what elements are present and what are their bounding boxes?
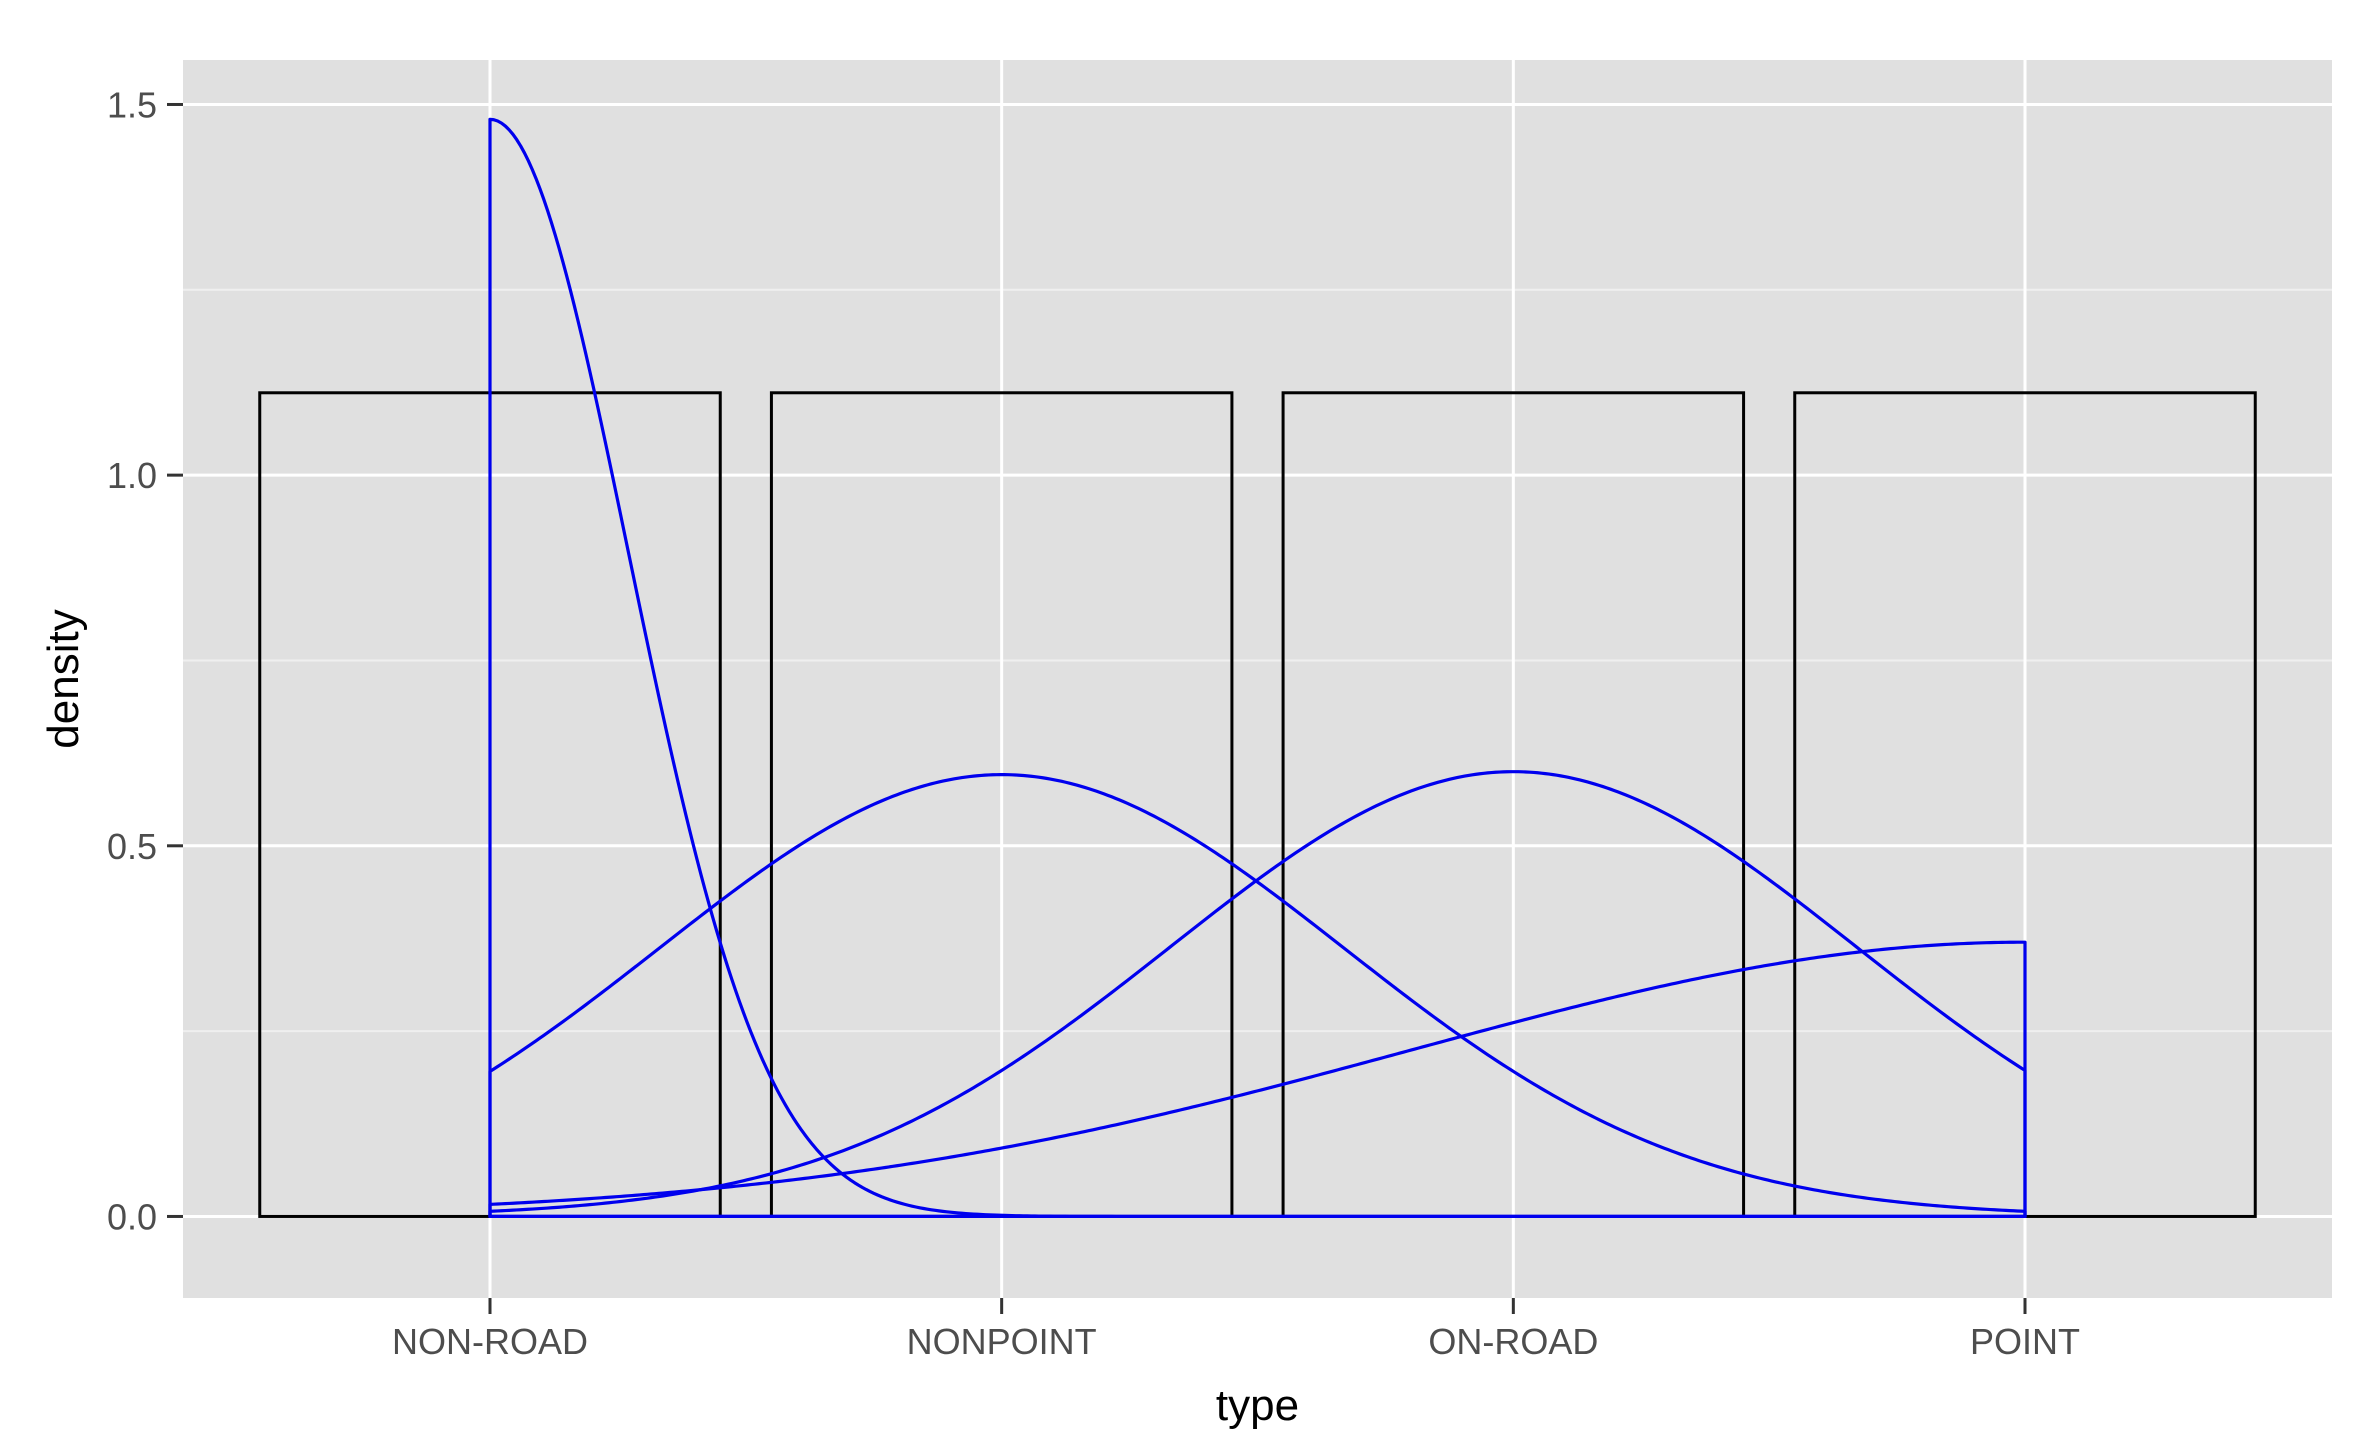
density-curve-4	[488, 940, 2027, 1219]
x-axis-title: type	[1216, 1381, 1299, 1430]
x-tick-label: ON-ROAD	[1428, 1321, 1598, 1362]
y-axis-ticks: 0.0 0.5 1.0 1.5	[107, 84, 183, 1237]
x-axis-ticks: NON-ROAD NONPOINT ON-ROAD POINT	[392, 1298, 2080, 1362]
y-tick-label: 0.5	[107, 826, 157, 867]
plot-panel	[183, 60, 2332, 1298]
y-tick-label: 1.5	[107, 84, 157, 125]
y-tick-label: 1.0	[107, 455, 157, 496]
density-curves	[488, 117, 2027, 1219]
x-tick-label: NON-ROAD	[392, 1321, 588, 1362]
minor-gridlines	[183, 288, 2332, 1033]
x-tick-label: NONPOINT	[907, 1321, 1097, 1362]
x-tick-label: POINT	[1970, 1321, 2080, 1362]
y-tick-label: 0.0	[107, 1196, 157, 1237]
density-curve-2	[488, 773, 2027, 1219]
y-axis-title: density	[39, 609, 88, 748]
density-curve-3	[488, 770, 2027, 1219]
